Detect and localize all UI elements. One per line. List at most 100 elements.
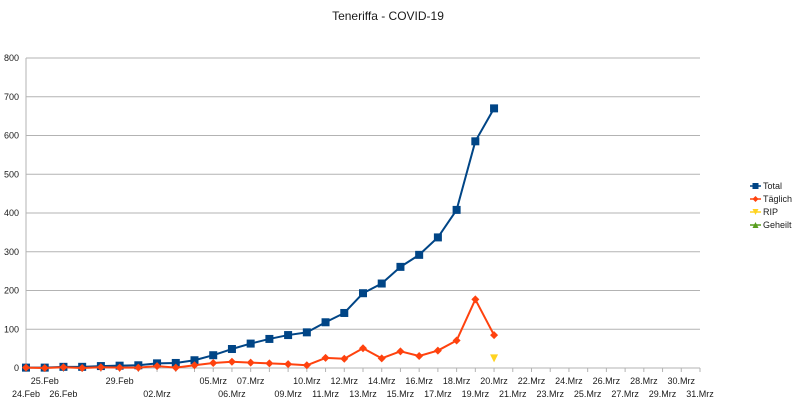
data-point-total	[209, 351, 218, 360]
x-tick-label-lower: 13.Mrz	[349, 389, 377, 399]
x-tick-label-lower: 29.Mrz	[649, 389, 677, 399]
data-point-total	[377, 279, 386, 288]
data-point-t-glich	[96, 363, 105, 372]
data-point-t-glich	[40, 364, 49, 372]
x-tick-label-lower: 31.Mrz	[686, 389, 714, 399]
data-point-t-glich	[284, 360, 293, 369]
legend-item-total: Total	[750, 181, 782, 191]
x-tick-label-upper: 20.Mrz	[480, 376, 508, 386]
data-point-t-glich	[340, 354, 349, 363]
data-point-t-glich	[490, 331, 499, 340]
legend-label: Total	[763, 181, 782, 191]
data-point-t-glich	[115, 363, 124, 372]
x-tick-label-upper: 12.Mrz	[331, 376, 359, 386]
data-point-total	[190, 356, 199, 365]
grid	[26, 57, 700, 369]
x-tick-label-upper: 10.Mrz	[293, 376, 321, 386]
x-tick-label-upper: 26.Mrz	[593, 376, 621, 386]
legend-swatch-marker	[752, 222, 759, 228]
data-point-t-glich	[471, 295, 480, 304]
data-point-t-glich	[153, 362, 162, 371]
data-point-t-glich	[321, 353, 330, 362]
legend-item-t-glich: Täglich	[750, 194, 792, 204]
legend-swatch-marker	[752, 183, 759, 189]
data-point-total	[396, 262, 405, 271]
data-point-t-glich	[227, 357, 236, 366]
x-tick-label-lower: 27.Mrz	[611, 389, 639, 399]
y-tick-label: 400	[4, 208, 19, 218]
x-tick-label-upper: 05.Mrz	[199, 376, 227, 386]
x-tick-label-upper: 28.Mrz	[630, 376, 658, 386]
series-line-t-glich	[25, 298, 495, 369]
data-point-t-glich	[78, 364, 87, 372]
x-tick-label-upper: 14.Mrz	[368, 376, 396, 386]
data-point-t-glich	[377, 354, 386, 363]
y-tick-label: 800	[4, 53, 19, 63]
data-point-t-glich	[246, 358, 255, 367]
x-tick-label-lower: 19.Mrz	[462, 389, 490, 399]
legend: Total Täglich RIP Geheilt	[750, 181, 792, 230]
data-point-t-glich	[190, 361, 199, 370]
x-tick-label-lower: 24.Feb	[12, 389, 40, 399]
data-point-t-glich	[59, 363, 68, 372]
legend-item-rip: RIP	[750, 207, 778, 217]
data-point-t-glich	[209, 358, 218, 367]
data-point-rip	[490, 354, 499, 363]
data-point-total	[284, 331, 293, 340]
y-tick-label: 200	[4, 286, 19, 296]
x-tick-label-lower: 26.Feb	[49, 389, 77, 399]
series-line-total	[26, 107, 495, 369]
x-tick-label-upper: 29.Feb	[106, 376, 134, 386]
x-tick-label-upper: 25.Feb	[31, 376, 59, 386]
x-tick-label-lower: 15.Mrz	[387, 389, 415, 399]
data-point-total	[415, 250, 424, 259]
x-tick-label-lower: 23.Mrz	[536, 389, 564, 399]
y-tick-label: 700	[4, 92, 19, 102]
chart-title: Teneriffa - COVID-19	[332, 9, 444, 23]
x-tick-label-upper: 18.Mrz	[443, 376, 471, 386]
y-tick-label: 600	[4, 131, 19, 141]
x-tick-label-upper: 30.Mrz	[668, 376, 696, 386]
data-point-t-glich	[452, 336, 461, 345]
legend-item-geheilt: Geheilt	[750, 220, 792, 230]
x-tick-label-upper: 24.Mrz	[555, 376, 583, 386]
y-tick-label: 300	[4, 247, 19, 257]
legend-swatch-marker	[752, 196, 759, 202]
data-point-total	[452, 205, 461, 214]
legend-label: Geheilt	[763, 220, 792, 230]
x-tick-label-lower: 09.Mrz	[274, 389, 302, 399]
legend-swatch-marker	[752, 209, 759, 215]
x-tick-label-lower: 17.Mrz	[424, 389, 452, 399]
data-point-t-glich	[171, 363, 180, 372]
data-point-t-glich	[302, 361, 311, 370]
axes: 0 100 200 300 400 500 600 700 800 25.Feb 29.Feb 05.…	[4, 53, 714, 399]
data-point-total	[227, 345, 236, 354]
data-point-total	[246, 339, 255, 348]
series	[22, 104, 499, 372]
data-point-t-glich	[134, 363, 143, 372]
y-tick-label: 500	[4, 169, 19, 179]
x-tick-label-lower: 06.Mrz	[218, 389, 246, 399]
data-point-total	[340, 308, 349, 317]
y-tick-label: 0	[14, 363, 19, 373]
data-point-total	[471, 137, 480, 146]
x-tick-label-lower: 25.Mrz	[574, 389, 602, 399]
y-tick-label: 100	[4, 324, 19, 334]
data-point-total	[265, 334, 274, 343]
data-point-t-glich	[396, 347, 405, 356]
x-tick-label-lower: 02.Mrz	[143, 389, 171, 399]
x-tick-label-lower: 11.Mrz	[312, 389, 339, 399]
data-point-t-glich	[433, 346, 442, 355]
data-point-total	[359, 289, 367, 298]
legend-label: Täglich	[763, 194, 792, 204]
data-point-total	[302, 328, 311, 337]
data-point-t-glich	[415, 351, 424, 360]
data-point-total	[171, 358, 180, 367]
x-tick-label-upper: 22.Mrz	[518, 376, 546, 386]
legend-label: RIP	[763, 207, 778, 217]
x-tick-label-lower: 21.Mrz	[499, 389, 527, 399]
data-point-total	[433, 233, 442, 242]
data-point-t-glich	[359, 344, 367, 353]
x-tick-label-upper: 16.Mrz	[405, 376, 433, 386]
